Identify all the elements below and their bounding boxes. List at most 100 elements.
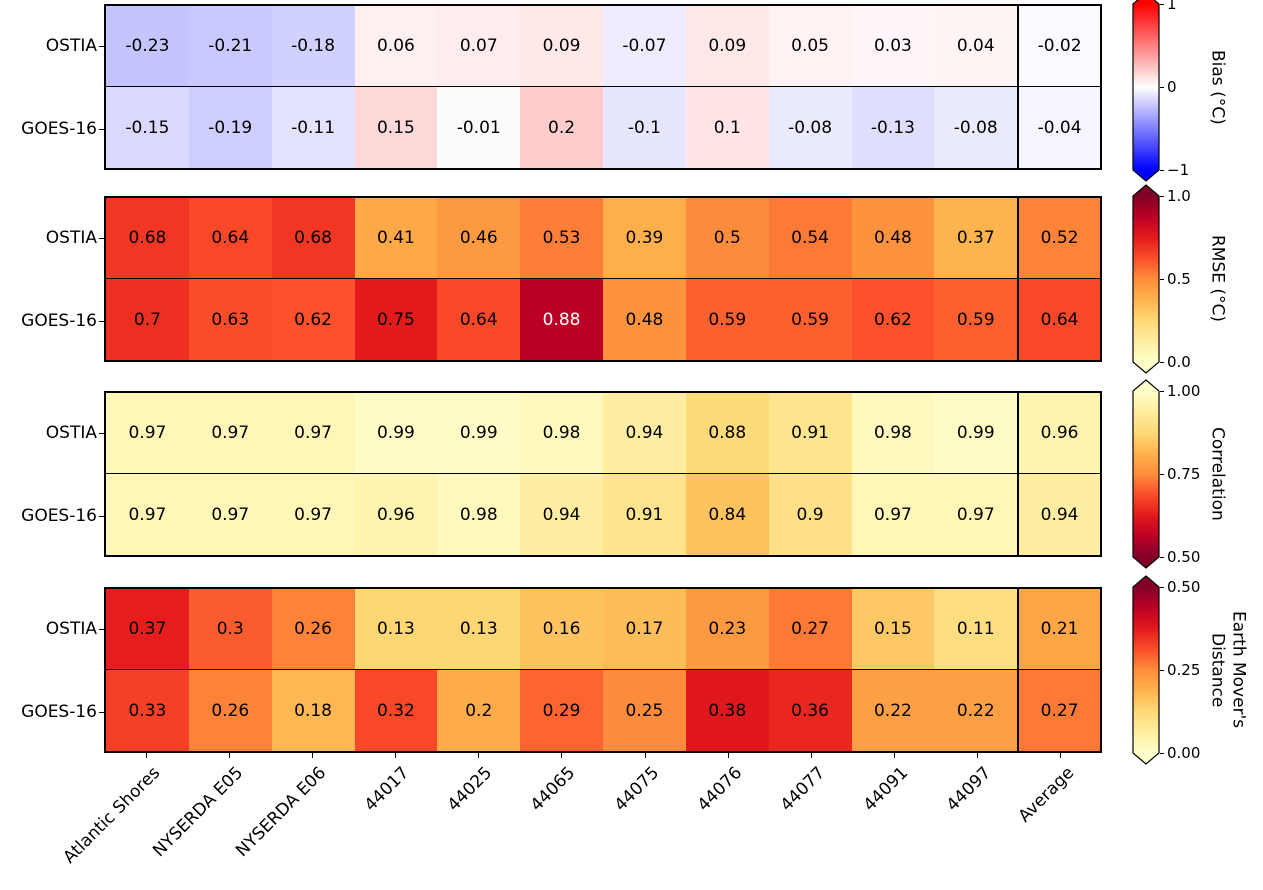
x-label-atlantic-shores: Atlantic Shores [59, 763, 164, 868]
heatmap-cell: 0.26 [271, 589, 355, 670]
y-tick [99, 711, 104, 713]
heatmap-cell: 0.97 [106, 393, 189, 474]
heatmap-cell: -0.13 [851, 87, 935, 168]
heatmap-cell: 0.97 [851, 474, 935, 555]
heatmap-cell: 0.63 [188, 279, 272, 360]
x-tick [145, 753, 147, 758]
x-tick [395, 753, 397, 758]
row-label-goes-16: GOES-16 [21, 505, 97, 526]
heatmap-cell: 0.15 [354, 87, 438, 168]
colorbar-tick-label: 0.0 [1167, 353, 1191, 371]
row-label-ostia: OSTIA [45, 227, 97, 248]
heatmap-cell: 0.26 [188, 670, 272, 751]
x-tick [1060, 753, 1062, 758]
heatmap-cell: 0.17 [603, 589, 686, 670]
colorbar-emd [1132, 575, 1160, 765]
heatmap-cell: -0.08 [768, 87, 852, 168]
heatmap-cell: -0.01 [437, 87, 521, 168]
heatmap-cell: 0.48 [603, 279, 686, 360]
colorbar-label-line: RMSE (°C) [1207, 235, 1228, 323]
heatmap-cell: 0.97 [934, 474, 1018, 555]
heatmap-cell: -0.19 [188, 87, 272, 168]
x-label-44025: 44025 [443, 763, 497, 816]
row-label-ostia: OSTIA [45, 618, 97, 639]
heatmap-cell: -0.1 [603, 87, 686, 168]
heatmap-cell: 0.91 [768, 393, 852, 474]
colorbar-tick [1160, 391, 1164, 392]
row-label-ostia: OSTIA [45, 422, 97, 443]
colorbar-label-bias: Bias (°C) [1206, 4, 1227, 170]
heatmap-cell: 0.98 [437, 474, 521, 555]
heatmap-panel-rmse: 0.68 0.64 0.68 0.41 0.46 0.53 0.39 0.5 0.54 0.48 0… [104, 196, 1102, 362]
heatmap-cell: 0.88 [685, 393, 769, 474]
heatmap-cell: 0.68 [271, 198, 355, 279]
heatmap-cell: 0.98 [851, 393, 935, 474]
heatmap-cell: 0.54 [768, 198, 852, 279]
colorbar-tick-label: 0.00 [1167, 744, 1201, 762]
colorbar-tick [1160, 474, 1164, 475]
heatmap-cell: 0.22 [934, 670, 1018, 751]
colorbar-tick [1160, 587, 1164, 588]
colorbar-label-line: Distance [1207, 632, 1228, 708]
x-tick [727, 753, 729, 758]
colorbar-tick [1160, 170, 1164, 171]
row-label-goes-16: GOES-16 [21, 310, 97, 331]
heatmap-cell: 0.07 [437, 6, 521, 87]
row-label-goes-16: GOES-16 [21, 118, 97, 139]
colorbar-tick-label: 0.50 [1167, 548, 1201, 566]
colorbar-tick [1160, 4, 1164, 5]
heatmap-cell: 0.25 [603, 670, 686, 751]
colorbar-tick-label: 1 [1167, 0, 1177, 13]
colorbar-tick-label: 0 [1167, 78, 1177, 96]
heatmap-cell: 0.18 [271, 670, 355, 751]
heatmap-cell: 0.98 [520, 393, 603, 474]
x-tick [561, 753, 563, 758]
heatmap-panel-correlation: 0.97 0.97 0.97 0.99 0.99 0.98 0.94 0.88 0.91 0.98… [104, 391, 1102, 557]
heatmap-cell: 0.46 [437, 198, 521, 279]
heatmap-cell: 0.99 [354, 393, 438, 474]
colorbar-tick [1160, 196, 1164, 197]
heatmap-panel-bias: -0.23 -0.21 -0.18 0.06 0.07 0.09 -0.07 0.09 0.05… [104, 4, 1102, 170]
y-tick [99, 628, 104, 630]
heatmap-cell: 0.97 [271, 474, 355, 555]
colorbar-label-line: Earth Mover's [1228, 611, 1249, 729]
heatmap-cell: 0.5 [685, 198, 769, 279]
heatmap-cell: 0.36 [768, 670, 852, 751]
heatmap-cell: 0.53 [520, 198, 603, 279]
heatmap-cell: -0.08 [934, 87, 1018, 168]
heatmap-cell: -0.18 [271, 6, 355, 87]
heatmap-cell: 0.59 [934, 279, 1018, 360]
heatmap-cell: -0.07 [603, 6, 686, 87]
heatmap-cell: 0.32 [354, 670, 438, 751]
heatmap-cell: 0.29 [520, 670, 603, 751]
colorbar-tick-label: 0.5 [1167, 270, 1191, 288]
heatmap-cell: 0.3 [188, 589, 272, 670]
x-tick [228, 753, 230, 758]
colorbar-rmse [1132, 184, 1160, 374]
heatmap-cell: 0.11 [934, 589, 1018, 670]
heatmap-cell: 0.97 [188, 474, 272, 555]
x-label-44075: 44075 [610, 763, 663, 816]
x-label-44017: 44017 [360, 763, 414, 816]
x-tick [644, 753, 646, 758]
heatmap-cell: 0.94 [1017, 474, 1100, 555]
heatmap-cell: 0.9 [768, 474, 852, 555]
x-label-average: Average [1015, 763, 1079, 827]
heatmap-cell: 0.27 [768, 589, 852, 670]
heatmap-cell: 0.03 [851, 6, 935, 87]
heatmap-cell: -0.11 [271, 87, 355, 168]
x-label-44097: 44097 [942, 763, 996, 816]
colorbar-label-emd: Earth Mover's Distance [1206, 587, 1249, 753]
x-tick [810, 753, 812, 758]
y-tick [99, 320, 104, 322]
heatmap-cell: -0.15 [106, 87, 189, 168]
heatmap-panel-emd: 0.37 0.3 0.26 0.13 0.13 0.16 0.17 0.23 0.27 0.15 0… [104, 587, 1102, 753]
heatmap-cell: 0.13 [437, 589, 521, 670]
heatmap-cell: 0.06 [354, 6, 438, 87]
colorbar-tick [1160, 279, 1164, 280]
heatmap-cell: 0.39 [603, 198, 686, 279]
y-tick [99, 45, 104, 47]
heatmap-cell: 0.41 [354, 198, 438, 279]
x-tick [894, 753, 896, 758]
x-tick [311, 753, 313, 758]
